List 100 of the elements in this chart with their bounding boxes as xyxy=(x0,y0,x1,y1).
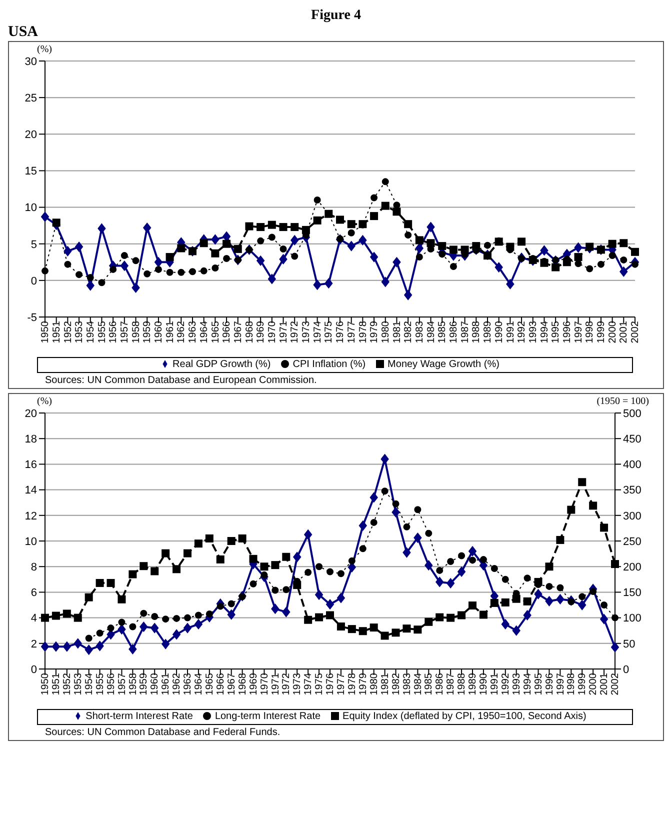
x-tick-label: 1989 xyxy=(482,320,494,344)
x-tick-label: 1954 xyxy=(84,672,95,696)
x-tick-label: 1965 xyxy=(204,672,216,696)
y2-tick-label: 50 xyxy=(623,638,636,650)
x-tick-label: 1980 xyxy=(368,672,380,696)
x-tick-label: 1967 xyxy=(232,320,244,344)
x-tick-label: 1956 xyxy=(106,672,117,696)
x-tick-label: 1959 xyxy=(138,672,150,696)
y2-tick-label: 400 xyxy=(623,459,642,472)
x-tick-label: 1996 xyxy=(544,672,556,696)
x-tick-label: 1984 xyxy=(412,672,424,696)
y-tick-label: 8 xyxy=(30,562,37,574)
x-tick-label: 1997 xyxy=(555,672,566,696)
y-tick-label: 10 xyxy=(24,202,37,214)
x-tick-label: 1955 xyxy=(94,672,106,696)
y-tick-label: 6 xyxy=(30,587,37,600)
y2-tick-label: 250 xyxy=(623,536,642,548)
x-tick-label: 1952 xyxy=(62,320,74,344)
x-tick-label: 2002 xyxy=(610,672,622,696)
x-tick-label: 2000 xyxy=(588,672,600,696)
chart-subtitle: USA xyxy=(8,24,40,41)
y2-tick-label: 350 xyxy=(623,484,642,497)
x-tick-label: 1975 xyxy=(314,672,326,696)
x-tick-label: 1992 xyxy=(500,672,512,696)
x-tick-label: 1969 xyxy=(256,320,267,344)
x-tick-label: 1989 xyxy=(468,672,479,696)
y-tick-label: 20 xyxy=(24,408,37,420)
x-tick-label: 1951 xyxy=(51,672,62,696)
x-tick-label: 1983 xyxy=(402,672,413,696)
y2-tick-label: 0 xyxy=(623,664,630,676)
legend-label: CPI Inflation (%) xyxy=(292,359,366,370)
x-tick-label: 1960 xyxy=(154,320,165,344)
x-tick-label: 1981 xyxy=(392,320,403,344)
y-tick-label: 16 xyxy=(24,459,37,472)
x-tick-label: 1986 xyxy=(434,672,446,696)
y2-axis-title: (1950 = 100) xyxy=(596,396,649,407)
x-tick-label: 1962 xyxy=(172,672,183,696)
x-tick-label: 1992 xyxy=(516,320,528,344)
x-tick-label: 1981 xyxy=(380,672,391,696)
chart-title: Figure 4 xyxy=(310,8,362,24)
x-tick-label: 1978 xyxy=(347,672,358,696)
x-tick-label: 1975 xyxy=(324,320,335,344)
x-tick-label: 1971 xyxy=(278,320,290,344)
x-tick-label: 1952 xyxy=(62,672,74,696)
x-tick-label: 1991 xyxy=(505,320,516,344)
y-tick-label: 20 xyxy=(24,129,37,142)
x-tick-label: 1967 xyxy=(226,672,238,696)
x-tick-label: 1973 xyxy=(301,320,312,344)
y-tick-label: 0 xyxy=(30,664,37,676)
x-tick-label: 1985 xyxy=(437,320,448,344)
x-tick-label: 1970 xyxy=(259,672,270,696)
x-tick-label: 1982 xyxy=(403,320,414,344)
x-tick-label: 1993 xyxy=(511,672,522,696)
x-tick-label: 1987 xyxy=(446,672,457,696)
x-tick-label: 1995 xyxy=(533,672,544,696)
x-tick-label: 1972 xyxy=(281,672,292,696)
x-tick-label: 1974 xyxy=(303,672,314,696)
x-tick-label: 1996 xyxy=(562,320,574,344)
x-tick-label: 1957 xyxy=(120,320,131,344)
x-tick-label: 2001 xyxy=(618,320,630,344)
x-tick-label: 1972 xyxy=(290,320,301,344)
x-tick-label: 1964 xyxy=(198,320,210,344)
x-tick-label: 1977 xyxy=(336,672,348,696)
x-tick-label: 1988 xyxy=(471,320,482,344)
x-tick-label: 2002 xyxy=(630,320,642,344)
x-tick-label: 1950 xyxy=(40,672,52,696)
x-tick-label: 1991 xyxy=(490,672,501,696)
x-tick-label: 1962 xyxy=(176,320,188,344)
x-tick-label: 1958 xyxy=(130,320,142,344)
x-tick-label: 1966 xyxy=(215,672,226,696)
y-tick-label: 4 xyxy=(30,612,37,625)
x-tick-label: 1995 xyxy=(550,320,562,344)
x-tick-label: 1990 xyxy=(494,320,505,344)
x-tick-label: 1950 xyxy=(40,320,52,344)
x-tick-label: 1963 xyxy=(188,320,199,344)
x-tick-label: 2001 xyxy=(599,672,610,696)
legend-label: Equity Index (deflated by CPI, 1950=100, Second Axis) xyxy=(342,711,586,722)
x-tick-label: 1987 xyxy=(460,320,471,344)
y2-tick-label: 300 xyxy=(623,510,642,522)
legend-label: Short-term Interest Rate xyxy=(86,711,193,722)
x-tick-label: 1979 xyxy=(369,320,380,344)
x-tick-label: 1961 xyxy=(160,672,172,696)
x-tick-label: 1956 xyxy=(108,320,120,344)
x-tick-label: 1993 xyxy=(528,320,539,344)
y2-tick-label: 450 xyxy=(623,434,642,446)
source-note: Sources: UN Common Database and Federal Funds. xyxy=(45,727,282,738)
x-tick-label: 1997 xyxy=(573,320,584,344)
x-tick-label: 1985 xyxy=(424,672,435,696)
x-tick-label: 1979 xyxy=(358,672,369,696)
y-tick-label: 14 xyxy=(24,484,37,497)
source-note: Sources: UN Common Database and European Commission. xyxy=(45,375,318,386)
x-tick-label: 1969 xyxy=(248,672,260,696)
x-tick-label: 1959 xyxy=(142,320,154,344)
x-tick-label: 1990 xyxy=(478,672,490,696)
y-tick-label: 12 xyxy=(24,510,37,522)
x-tick-label: 1974 xyxy=(312,320,324,344)
y-axis-title: (%) xyxy=(37,44,52,55)
x-tick-label: 1968 xyxy=(237,672,248,696)
y2-tick-label: 500 xyxy=(623,408,642,420)
y2-tick-label: 200 xyxy=(623,562,642,574)
